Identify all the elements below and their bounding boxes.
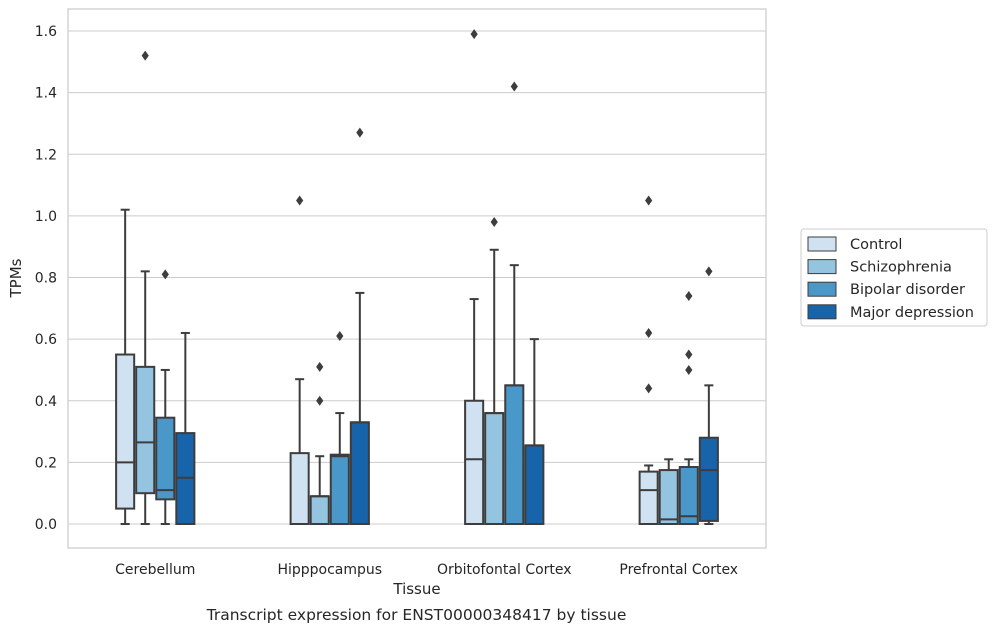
box-iqr [155,416,176,501]
box-major-depression [349,127,370,526]
box-iqr [349,421,370,526]
box-bipolar-disorder [678,290,699,526]
y-tick-label: 0.8 [35,271,57,287]
outlier-point [510,81,518,92]
outlier-point [470,29,478,40]
box-iqr [289,452,310,526]
box-iqr [678,465,699,526]
box-iqr [329,453,350,525]
legend-swatch [807,281,837,297]
box-bipolar-disorder [329,331,350,525]
outlier-point [336,331,344,342]
y-axis-title: TPMs [7,258,25,298]
x-axis-ticks: Cerebellum Hipppocampus Orbitofontal Corte… [115,562,738,578]
y-tick-label: 1.0 [35,209,57,225]
box-bipolar-disorder [504,81,525,525]
x-axis-title: Tissue [392,580,440,598]
legend-label: Schizophrenia [850,260,952,276]
outlier-point [316,395,324,406]
box-iqr [658,469,679,525]
x-tick-label: Cerebellum [115,562,195,578]
box-control [115,208,136,525]
legend-frame [800,228,988,327]
box-major-depression [698,266,719,525]
legend-label: Major depression [850,305,974,321]
outlier-point [645,327,653,338]
box-schizophrenia [484,217,505,526]
x-tick-label: Prefrontal Cortex [619,562,738,578]
outlier-point [316,361,324,372]
y-tick-label: 0.6 [35,332,57,348]
legend-label: Control [850,237,902,253]
legend: Control Schizophrenia Bipolar disorder Majo… [800,228,988,327]
box-control [638,195,659,525]
box-iqr [698,436,719,522]
box-control [289,195,310,526]
outlier-point [685,290,693,301]
plot-area-frame [67,8,767,549]
figure-caption: Transcript expression for ENST0000034841… [206,606,627,624]
box-schizophrenia [135,50,156,525]
legend-swatch [807,304,837,320]
legend-swatch [807,236,837,252]
box-major-depression [175,331,196,525]
outlier-point [356,127,364,138]
x-tick-label: Orbitofontal Cortex [437,562,572,578]
outlier-point [296,195,304,206]
box-schizophrenia [658,458,679,525]
outlier-point [161,269,169,280]
y-tick-label: 0.2 [35,455,57,471]
box-control [464,29,485,525]
outlier-point [490,217,498,228]
legend-swatch [807,259,837,275]
box-iqr [309,495,330,525]
box-iqr [115,353,136,510]
y-tick-label: 0.4 [35,394,57,410]
y-tick-label: 1.6 [35,24,57,40]
box-iqr [484,412,505,526]
legend-label: Bipolar disorder [850,282,965,298]
box-groups [115,29,719,526]
box-iqr [135,365,156,495]
outlier-point [141,50,149,61]
outlier-point [705,266,713,277]
outlier-point [685,364,693,375]
outlier-point [685,349,693,360]
box-iqr [464,399,485,525]
y-tick-label: 0.0 [35,517,57,533]
box-major-depression [524,338,545,526]
outlier-point [645,195,653,206]
y-tick-label: 1.2 [35,147,57,163]
box-schizophrenia [309,361,330,525]
outlier-point [645,383,653,394]
box-iqr [524,444,545,526]
y-tick-label: 1.4 [35,86,57,102]
x-tick-label: Hipppocampus [277,562,382,578]
y-axis-ticks: 0.0 0.2 0.4 0.6 0.8 1.0 1.2 1.4 1.6 [35,24,57,533]
box-iqr [638,470,659,525]
box-iqr [504,384,525,525]
box-bipolar-disorder [155,269,176,525]
